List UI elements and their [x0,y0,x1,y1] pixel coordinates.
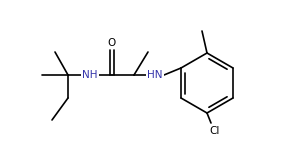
Text: O: O [108,38,116,48]
Text: Cl: Cl [210,126,220,136]
Text: NH: NH [82,70,98,80]
Text: HN: HN [147,70,163,80]
